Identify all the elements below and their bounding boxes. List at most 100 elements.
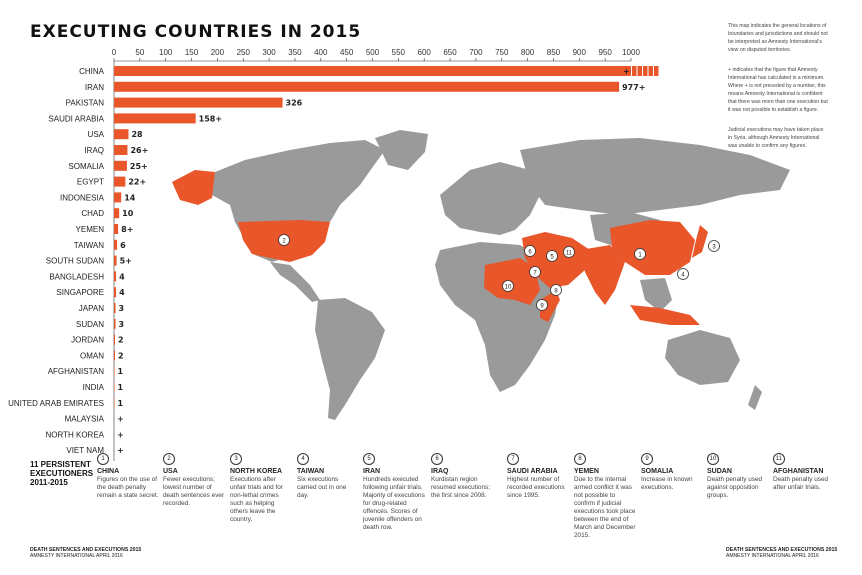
persistent-item-text: Death penalty used after unfair trials. <box>773 476 829 491</box>
bar <box>114 129 129 140</box>
map-marker-circle <box>677 268 689 280</box>
chart-title: EXECUTING COUNTRIES IN 2015 <box>30 22 362 42</box>
x-tick-label: 750 <box>495 48 509 57</box>
category-label: VIET NAM <box>66 446 104 455</box>
x-tick-label: 550 <box>392 48 406 57</box>
bar-extension <box>654 66 659 76</box>
map-alaska <box>172 170 215 205</box>
bar <box>114 350 116 361</box>
persistent-item-text: Fewer executions; lowest number of death… <box>163 476 225 507</box>
category-label: JORDAN <box>71 336 104 345</box>
persistent-item-text: Kurdistan region resumed executions; the… <box>431 476 490 499</box>
footer-title: DEATH SENTENCES AND EXECUTIONS 2015 <box>726 547 838 553</box>
x-tick-label: 450 <box>340 48 354 57</box>
x-tick-label: 250 <box>237 48 251 57</box>
syria-note: Judicial executions may have taken place… <box>728 127 824 149</box>
persistent-item: 2 USA Fewer executions; lowest number of d… <box>163 453 225 508</box>
map-malaysia-indonesia <box>630 305 700 325</box>
persistent-item: 3 NORTH KOREA Executions after unfair tria… <box>230 453 292 524</box>
map-marker-circle <box>708 240 720 252</box>
x-tick-label: 950 <box>598 48 612 57</box>
map-marker-circle <box>536 299 548 311</box>
category-label: USA <box>88 130 105 139</box>
value-label: 3 <box>119 320 125 329</box>
persistent-item-name: TAIWAN <box>297 468 325 475</box>
persistent-item-name: AFGHANISTAN <box>773 468 824 475</box>
persistent-item: 7 SAUDI ARABIA Highest number of recorded … <box>507 453 569 500</box>
persistent-item: 5 IRAN Hundreds executed following unfair … <box>363 453 425 532</box>
category-label: SOUTH SUDAN <box>46 257 104 266</box>
persistent-item-name: SAUDI ARABIA <box>507 468 558 475</box>
map-marker-circle <box>546 250 558 262</box>
persistent-item: 11 AFGHANISTAN Death penalty used after un… <box>773 453 835 492</box>
persistent-item-text: Figures on the use of the death penalty … <box>97 476 159 499</box>
value-label: 977+ <box>622 83 645 92</box>
bar <box>114 397 115 408</box>
value-label: + <box>623 67 630 76</box>
x-tick-label: 700 <box>469 48 483 57</box>
value-label: 158+ <box>199 114 222 123</box>
bar <box>114 334 116 345</box>
persistent-item-text: Hundreds executed following unfair trial… <box>363 476 425 531</box>
x-tick-label: 900 <box>573 48 587 57</box>
map-japan <box>692 225 708 258</box>
map-south-east-asia <box>640 278 672 312</box>
category-label: JAPAN <box>79 304 104 313</box>
map-disclaimer-note: This map indicates the general locations… <box>728 23 828 53</box>
persistent-item: 1 CHINA Figures on the use of the death pe… <box>97 453 159 500</box>
value-label: 26+ <box>130 146 148 155</box>
bar <box>114 255 117 266</box>
bar <box>114 176 126 187</box>
x-tick-label: 150 <box>185 48 199 57</box>
map-markers: 1 2 3 4 5 6 7 8 9 10 11 <box>278 234 720 311</box>
category-label: INDONESIA <box>60 193 105 202</box>
persistent-item: 8 YEMEN Due to the internal armed conflict… <box>574 453 636 540</box>
persistent-item-text: Death penalty used against opposition gr… <box>707 476 763 499</box>
category-label: MALAYSIA <box>65 415 105 424</box>
value-label: 1 <box>118 367 124 376</box>
bar <box>114 208 120 219</box>
value-label: 2 <box>118 336 124 345</box>
value-label: 1 <box>118 383 124 392</box>
persistent-item-number: 11 <box>773 453 785 465</box>
bar-extension <box>648 66 653 76</box>
map-new-zealand <box>748 385 762 410</box>
map-central-america <box>270 262 320 302</box>
map-north-east-africa <box>484 258 540 305</box>
x-axis-ticks: 0 50 100 150 200 250 300 350 400 450 500 550 600 650 7… <box>112 48 640 461</box>
map-marker-circle <box>550 284 562 296</box>
map-marker-label: 3 <box>712 244 716 250</box>
map-russia <box>520 138 790 215</box>
persistent-item: 4 TAIWAN Six executions carried out in one… <box>297 453 359 500</box>
category-label: TAIWAN <box>74 241 104 250</box>
persistent-heading-line-1: 11 PERSISTENT <box>30 460 91 469</box>
x-tick-label: 500 <box>366 48 380 57</box>
persistent-item-number: 10 <box>707 453 719 465</box>
value-label: 28 <box>131 130 143 139</box>
category-label: INDIA <box>83 383 105 392</box>
bar <box>114 318 116 329</box>
map-marker-circle <box>634 248 646 260</box>
persistent-item-name: CHINA <box>97 468 120 475</box>
map-marker-label: 10 <box>505 284 512 290</box>
category-label: IRAQ <box>84 146 104 155</box>
map-south-america <box>315 298 385 420</box>
x-tick-label: 600 <box>418 48 432 57</box>
x-tick-label: 650 <box>443 48 457 57</box>
persistent-item-name: NORTH KOREA <box>230 468 283 475</box>
footer-title: DEATH SENTENCES AND EXECUTIONS 2015 <box>30 547 142 553</box>
map-south-asia <box>580 245 625 305</box>
persistent-heading-line-2: EXECUTIONERS <box>30 469 94 478</box>
value-label: 10 <box>122 209 134 218</box>
footer-sub: AMNESTY INTERNATIONAL APRIL 2016 <box>30 553 123 559</box>
persistent-item-number: 3 <box>230 453 242 465</box>
persistent-item-number: 9 <box>641 453 653 465</box>
persistent-item-number: 7 <box>507 453 519 465</box>
value-label: 6 <box>120 241 126 250</box>
x-tick-label: 800 <box>521 48 535 57</box>
map-europe <box>440 162 540 235</box>
x-tick-label: 50 <box>135 48 144 57</box>
value-label: + <box>117 430 124 439</box>
bar <box>114 303 116 313</box>
